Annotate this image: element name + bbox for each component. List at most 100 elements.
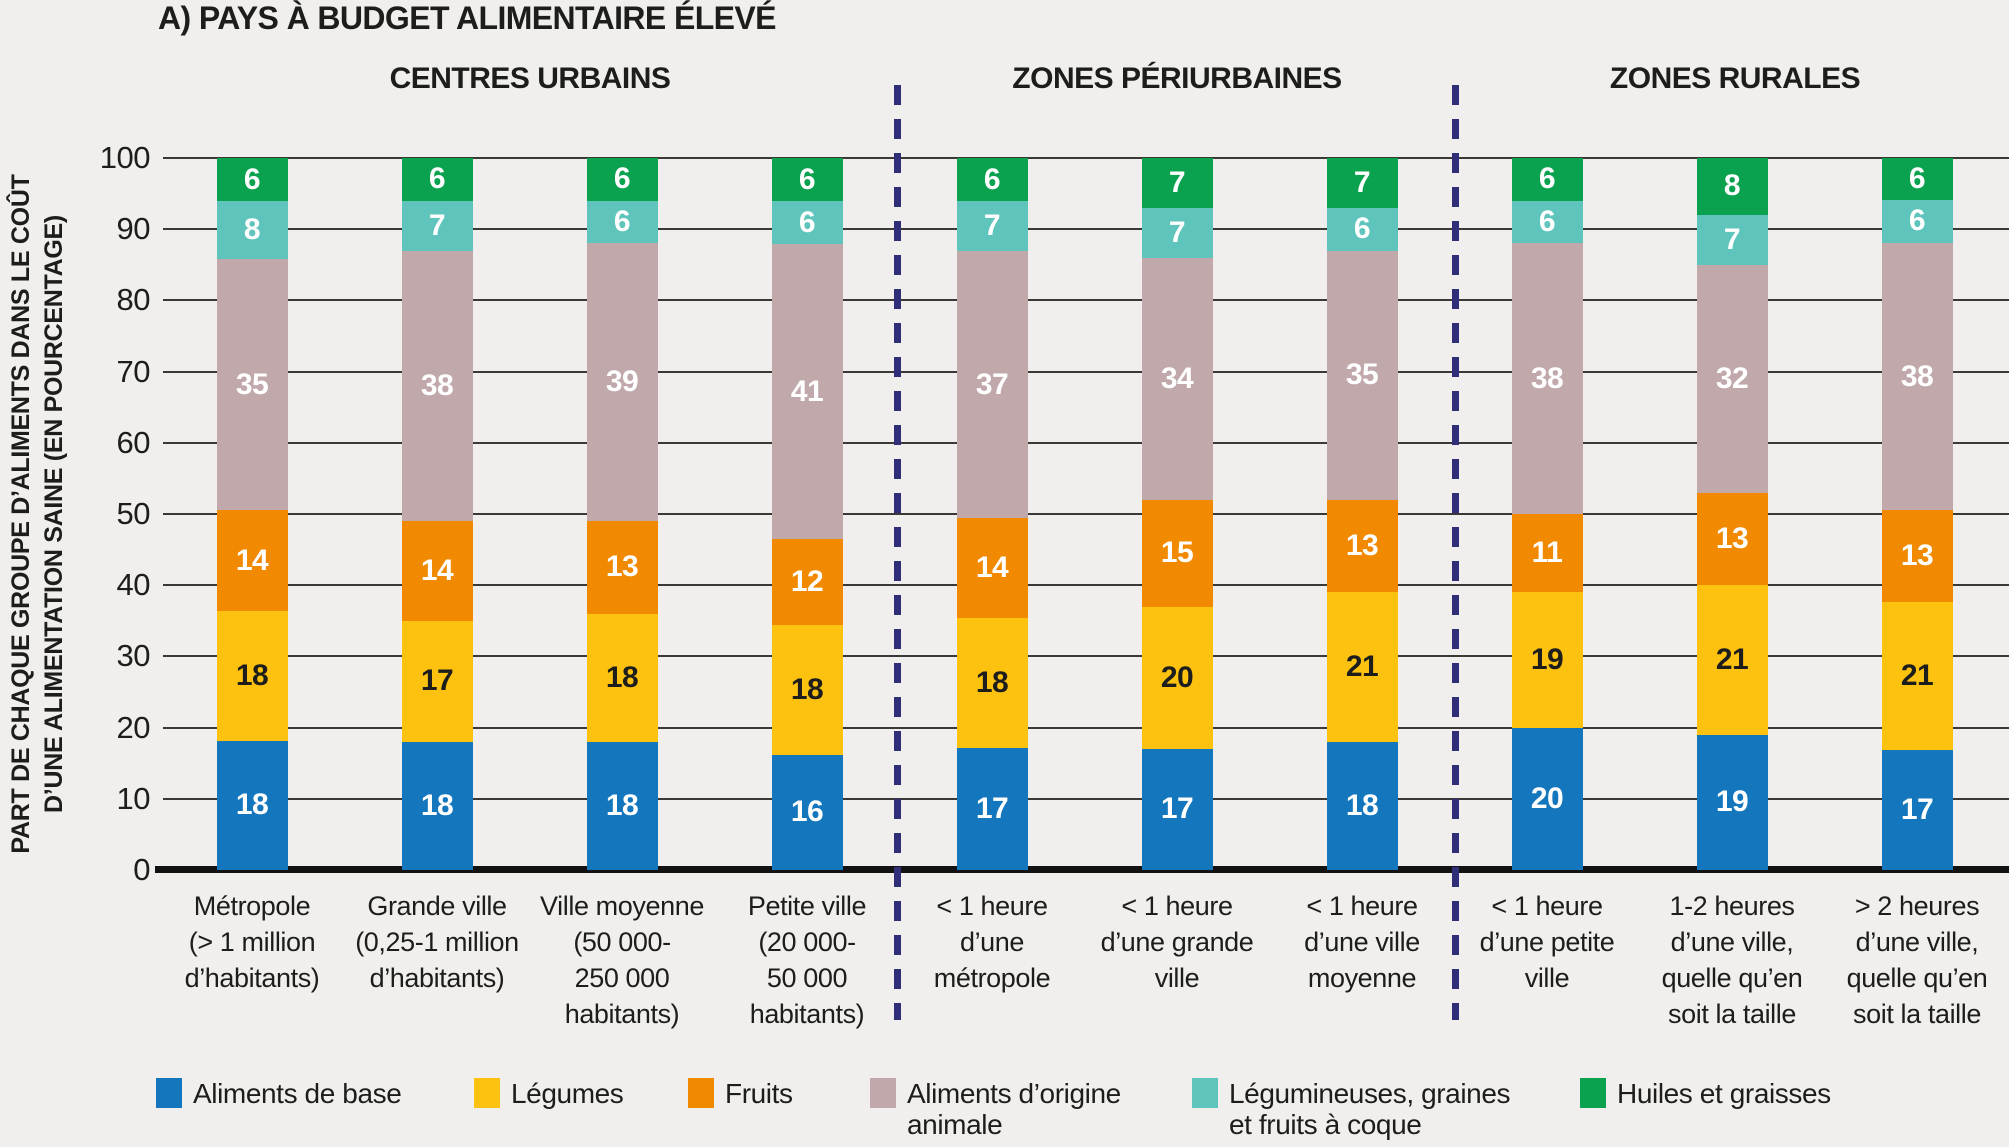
bar-segment-value: 17 [1160,792,1194,826]
bar-segment-value: 37 [975,367,1009,401]
bar-segment: 18 [216,740,288,870]
bar-segment-value: 18 [1345,788,1379,822]
bar-segment: 6 [1511,158,1583,201]
bar-segment-value: 6 [798,162,816,196]
x-category-label: Grande ville (0,25-1 million d’habitants… [355,891,519,993]
bar-segment-value: 38 [1530,361,1564,395]
stacked-bar-3: 6 6 39 13 18 18 [586,158,658,870]
bar-segment-value: 6 [1538,205,1556,239]
section-header-periurban: ZONES PÉRIURBAINES [1012,62,1342,95]
gridline-70 [163,370,2009,373]
legend-swatch [1192,1078,1218,1108]
bar-segment-value: 18 [790,673,824,707]
legend-item: Huiles et graisses [1580,1078,1831,1109]
x-category-label: Petite ville (20 000- 50 000 habitants) [747,891,867,1029]
bar-segment-value: 18 [975,665,1009,699]
bar-segment: 16 [771,754,843,870]
bar-segment-value: 38 [1900,359,1934,393]
bar-segment: 19 [1696,734,1768,870]
bar-segment-value: 6 [428,162,446,196]
bar-segment: 18 [586,613,658,742]
x-category-label: < 1 heure d’une ville moyenne [1304,891,1420,993]
bar-segment-value: 7 [1723,222,1741,256]
bar-segment: 18 [771,625,843,755]
legend-item: Fruits [688,1078,793,1109]
bar-segment: 6 [1881,158,1953,201]
bar-segment: 39 [586,243,658,522]
stacked-bar-9: 8 7 32 13 21 19 [1696,158,1768,870]
bar-segment-value: 35 [235,367,269,401]
y-tick-20: 20 [116,709,151,745]
legend-label: Légumes [511,1078,624,1109]
bar-segment-value: 6 [798,205,816,239]
bar-segment-value: 17 [1900,793,1934,827]
y-tick-80: 80 [116,282,151,318]
y-tick-50: 50 [116,496,151,531]
bar-segment: 8 [216,201,288,259]
bar-segment: 7 [956,201,1028,252]
bar-segment: 32 [1696,264,1768,493]
bar-segment: 18 [586,741,658,870]
bar-segment-value: 7 [1168,165,1186,199]
bar-segment-value: 6 [1538,162,1556,196]
bar-segment: 11 [1511,513,1583,593]
bar-segment: 6 [1511,200,1583,244]
bar-segment-value: 8 [1723,169,1741,203]
bar-segment-value: 21 [1900,659,1934,693]
x-category-label: Métropole (> 1 million d’habitants) [184,891,320,993]
legend-swatch [1580,1078,1606,1108]
bar-segment: 21 [1696,585,1768,735]
section-divider-2 [1452,85,1459,1020]
bar-segment: 20 [1511,727,1583,870]
bar-segment: 7 [1326,158,1398,208]
bar-segment-value: 14 [975,550,1009,584]
stacked-bar-10: 6 6 38 13 21 17 [1881,158,1953,870]
bar-segment: 20 [1141,606,1213,749]
bar-segment-value: 6 [1908,204,1926,238]
bar-segment: 18 [216,611,288,741]
bar-segment: 18 [401,741,473,870]
legend-label: Légumineuses, graines et fruits à coque [1229,1078,1511,1140]
legend-label: Fruits [725,1078,793,1109]
bar-segment: 7 [1141,207,1213,258]
section-divider-1 [894,85,901,1020]
bar-segment-value: 39 [605,365,639,399]
stacked-bar-8: 6 6 38 11 19 20 [1511,158,1583,870]
x-category-label: > 2 heures d’une ville, quelle qu’en soi… [1846,891,1988,1029]
bar-segment: 41 [771,244,843,540]
bar-segment-value: 17 [420,664,454,698]
gridline-100 [163,157,2009,159]
bar-segment: 35 [1326,250,1398,500]
bar-segment: 6 [956,158,1028,202]
bar-segment-value: 15 [1160,536,1194,570]
bar-segment-value: 17 [975,791,1009,825]
bar-segment: 7 [401,200,473,251]
gridline-30 [163,655,2009,658]
bar-segment-value: 8 [243,212,261,246]
bar-segment: 14 [401,521,473,621]
bar-segment-value: 6 [613,205,631,239]
stacked-bar-4: 6 6 41 12 18 16 [771,158,843,870]
bar-segment-value: 7 [1353,165,1371,199]
y-tick-60: 60 [116,424,151,460]
bar-segment-value: 13 [1345,529,1379,562]
y-tick-30: 30 [116,638,151,674]
bar-segment-value: 35 [1345,358,1379,392]
x-category-label: Ville moyenne (50 000- 250 000 habitants… [540,891,704,1029]
x-axis-line [155,866,2009,873]
bar-segment: 13 [586,521,658,614]
legend-swatch [688,1078,714,1108]
bar-segment-value: 18 [420,788,454,822]
gridline-80 [163,299,2009,302]
y-tick-100: 100 [99,140,151,175]
legend-swatch [870,1078,896,1108]
bar-segment: 13 [1696,492,1768,586]
bar-segment-value: 19 [1530,642,1564,676]
bar-segment: 8 [1696,158,1768,215]
bar-segment: 18 [1326,741,1398,870]
legend-swatch [156,1078,182,1108]
legend-swatch [474,1078,500,1108]
bar-segment: 12 [771,539,843,626]
x-category-label: < 1 heure d’une petite ville [1479,891,1615,993]
bar-segment-value: 16 [790,795,824,829]
